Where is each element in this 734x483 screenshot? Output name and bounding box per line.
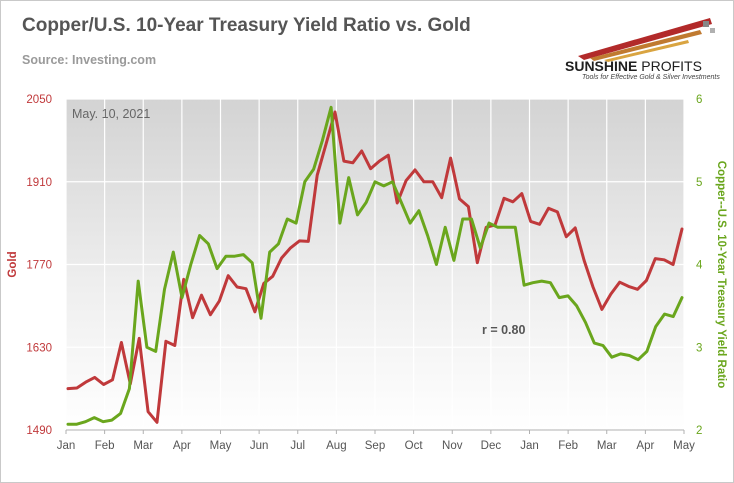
- x-tick-label: May: [210, 440, 232, 452]
- y-left-tick-label: 1630: [26, 342, 52, 354]
- x-tick-label: Mar: [597, 440, 617, 452]
- y-left-tick-label: 2050: [26, 94, 52, 106]
- x-tick-label: Feb: [95, 440, 115, 452]
- correlation-annotation: r = 0.80: [482, 323, 525, 337]
- x-tick-label: Jan: [57, 440, 76, 452]
- logo-tagline: Tools for Effective Gold & Silver Invest…: [582, 74, 720, 81]
- x-tick-label: Feb: [558, 440, 578, 452]
- sunshine-profits-logo: [578, 18, 715, 62]
- x-tick-label: Apr: [173, 440, 191, 452]
- y-left-tick-label: 1490: [26, 425, 52, 437]
- y-left-tick-label: 1910: [26, 177, 52, 189]
- logo-name-light: PROFITS: [637, 58, 702, 74]
- x-tick-label: Oct: [405, 440, 424, 452]
- y-right-tick-label: 3: [696, 342, 702, 354]
- x-tick-label: Dec: [481, 440, 502, 452]
- x-tick-label: Jul: [290, 440, 305, 452]
- x-tick-label: Jan: [520, 440, 539, 452]
- copper-yield-ratio-series-line: [66, 105, 684, 426]
- x-tick-label: Jun: [250, 440, 269, 452]
- logo-wordmark: SUNSHINE PROFITS: [565, 58, 702, 74]
- logo-name-bold: SUNSHINE: [565, 58, 638, 74]
- y-right-axis-title: Copper--U.S. 10-Year Treasury Yield Rati…: [715, 161, 727, 389]
- source-note: Source: Investing.com: [22, 53, 157, 67]
- y-right-tick-label: 6: [696, 94, 702, 106]
- x-tick-label: Sep: [365, 440, 385, 452]
- x-tick-label: Aug: [326, 440, 346, 452]
- chart-title: Copper/U.S. 10-Year Treasury Yield Ratio…: [22, 15, 471, 36]
- x-tick-label: Apr: [636, 440, 654, 452]
- y-right-tick-label: 2: [696, 425, 702, 437]
- y-right-tick-label: 5: [696, 177, 702, 189]
- y-left-tick-label: 1770: [26, 260, 52, 272]
- y-right-tick-label: 4: [696, 260, 703, 272]
- date-label: May. 10, 2021: [72, 107, 150, 121]
- x-tick-label: Mar: [133, 440, 153, 452]
- x-tick-label: Nov: [442, 440, 463, 452]
- y-left-axis-title: Gold: [7, 251, 19, 277]
- x-tick-label: May: [673, 440, 695, 452]
- gold-series-line: [66, 110, 684, 424]
